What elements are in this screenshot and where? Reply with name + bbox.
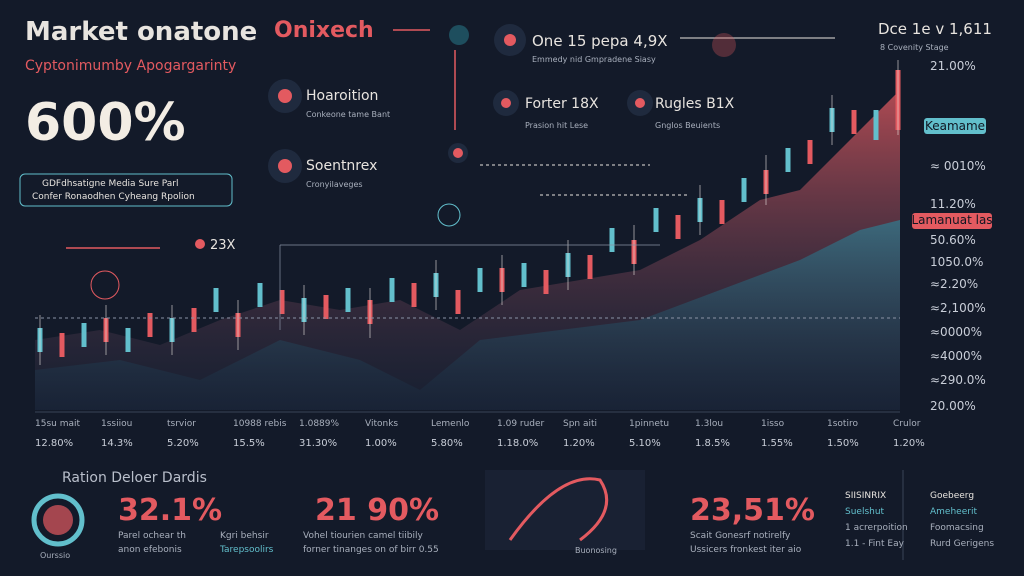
label-sub: Gnglos Beuients <box>655 121 720 130</box>
x-label: 15su mait <box>35 419 80 429</box>
axis-label: ≈2,100% <box>930 301 986 315</box>
x-value: 12.80% <box>35 438 73 449</box>
x-value: 5.20% <box>167 438 199 449</box>
axis-label: 11.20% <box>930 197 976 211</box>
x-value: 1.50% <box>827 438 859 449</box>
axis-label: 1050.0% <box>930 255 983 269</box>
bottom-title: Ration Deloer Dardis <box>62 470 207 486</box>
x-value: 14.3% <box>101 438 133 449</box>
axis-label: Lamanuat las <box>911 213 992 227</box>
legend-item: 1.1 - Fint Eay <box>845 539 905 549</box>
chart-decoration <box>19 24 992 560</box>
legend-item: SIISINRIX <box>845 491 886 501</box>
legend-item: Suelshut <box>845 507 885 517</box>
box-line: GDFdhsatigne Media Sure Parl <box>42 179 179 189</box>
stat-value: 21 90% <box>315 493 439 528</box>
axis-label: 50.60% <box>930 233 976 247</box>
image-label: Buonosing <box>575 546 617 555</box>
box-line: Confer Ronaodhen Cyheang Rpolion <box>32 192 195 202</box>
x-label: 1.0889% <box>299 419 339 429</box>
stat-side: Kgri behsir <box>220 531 269 541</box>
item-sub: Emmedy nid Gmpradene Siasy <box>532 55 656 64</box>
stat-line: Parel ochear th <box>118 531 186 541</box>
axis-label: ≈ 0010% <box>930 159 986 173</box>
item-sub: 8 Covenity Stage <box>880 43 949 52</box>
legend-item: Ameheerit <box>930 507 977 517</box>
x-value: 1.20% <box>563 438 595 449</box>
marker: 23X <box>210 238 236 253</box>
x-value: 1.18.0% <box>497 438 538 449</box>
item-title: Dce 1e v 1,611 <box>878 20 992 38</box>
x-label: Spn aiti <box>563 419 597 429</box>
label-sub: Cronyilaveges <box>306 180 363 189</box>
x-value: 1.00% <box>365 438 397 449</box>
logo: Onixech <box>274 18 374 43</box>
subtitle: Cyptonimumby Apogargarinty <box>25 58 236 74</box>
label-title: Rugles B1X <box>655 96 735 112</box>
label-title: Forter 18X <box>525 96 599 112</box>
stat-line: Ussicers fronkest iter aio <box>690 545 802 555</box>
x-value: 15.5% <box>233 438 265 449</box>
stat-line: forner tinanges on of birr 0.55 <box>303 545 439 555</box>
axis-label: ≈290.0% <box>930 373 986 387</box>
legend-item: Foomacsing <box>930 523 984 533</box>
legend-item: Goebeerg <box>930 491 974 501</box>
item-title: One 15 pepa 4,9X <box>532 32 668 50</box>
label-sub: Conkeone tame Bant <box>306 110 390 119</box>
label-title: Soentnrex <box>306 158 377 174</box>
axis-label: 21.00% <box>930 59 976 73</box>
x-label: 1.09 ruder <box>497 419 545 429</box>
stat-line: Scait Gonesrf notirelfy <box>690 531 791 541</box>
axis-label: 20.00% <box>930 399 976 413</box>
legend-item: 1 acrerpoition <box>845 523 908 533</box>
x-axis: 15su mait 12.80% 1ssiiou 14.3% tsrvior 5.20% 1… <box>35 419 925 449</box>
stat-line: anon efebonis <box>118 545 182 555</box>
x-value: 1.55% <box>761 438 793 449</box>
axis-label: ≈4000% <box>930 349 982 363</box>
axis-label: ≈2.20% <box>930 277 978 291</box>
x-label: Crulor <box>893 419 921 429</box>
legend-item: Rurd Gerigens <box>930 539 994 549</box>
x-label: 1pinnetu <box>629 419 669 429</box>
label-title: Hoaroition <box>306 88 378 104</box>
legend: SIISINRIX Goebeerg Suelshut Ameheerit 1 acre… <box>845 491 994 549</box>
x-label: Lemenlo <box>431 419 470 429</box>
x-label: 1sotiro <box>827 419 858 429</box>
x-value: 5.10% <box>629 438 661 449</box>
x-value: 31.30% <box>299 438 337 449</box>
x-value: 1.20% <box>893 438 925 449</box>
x-label: 1isso <box>761 419 785 429</box>
stat-value: 32.1% <box>118 493 222 528</box>
axis-label: Keamame <box>925 119 985 133</box>
x-value: 1.8.5% <box>695 438 730 449</box>
texts: Market onatone Cyptonimumby Apogargarint… <box>25 17 994 560</box>
x-value: 5.80% <box>431 438 463 449</box>
x-label: 1.3lou <box>695 419 723 429</box>
right-axis: 21.00% Keamame ≈ 0010% 11.20% Lamanuat las 50… <box>911 59 992 413</box>
x-label: 10988 rebis <box>233 419 287 429</box>
x-label: tsrvior <box>167 419 196 429</box>
stat-side: Tarepsoolirs <box>219 545 274 555</box>
big-value: 600% <box>25 93 186 153</box>
title: Market onatone <box>25 17 257 47</box>
gauge-label: Ourssio <box>40 551 70 560</box>
stat-line: Vohel tiourien camel tiibily <box>303 531 423 541</box>
axis-label: ≈0000% <box>930 325 982 339</box>
x-label: 1ssiiou <box>101 419 132 429</box>
x-label: Vitonks <box>365 419 398 429</box>
stat-value: 23,51% <box>690 493 815 528</box>
label-sub: Prasion hit Lese <box>525 121 588 130</box>
